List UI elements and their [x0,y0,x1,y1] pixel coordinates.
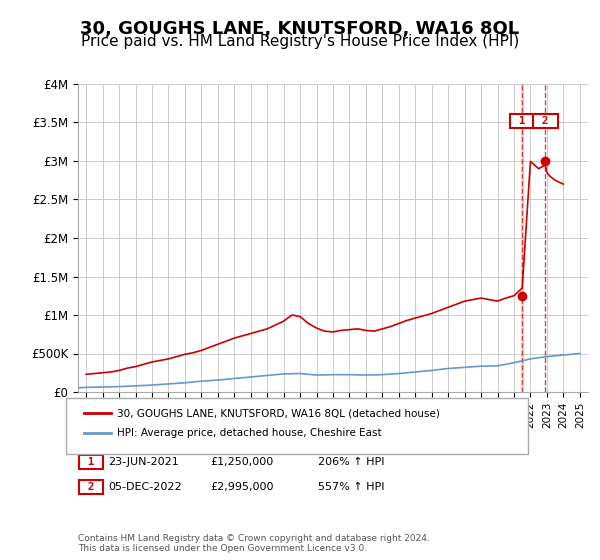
Text: £1,250,000: £1,250,000 [210,457,273,467]
Text: 23-JUN-2021: 23-JUN-2021 [108,457,179,467]
Text: 30, GOUGHS LANE, KNUTSFORD, WA16 8QL (detached house): 30, GOUGHS LANE, KNUTSFORD, WA16 8QL (de… [117,408,440,418]
Bar [544,84,550,392]
Text: £2,995,000: £2,995,000 [210,482,274,492]
Text: 2: 2 [535,116,556,126]
Text: 557% ↑ HPI: 557% ↑ HPI [318,482,385,492]
Bar [521,84,523,392]
Text: 30, GOUGHS LANE, KNUTSFORD, WA16 8QL: 30, GOUGHS LANE, KNUTSFORD, WA16 8QL [80,20,520,38]
Text: 1: 1 [81,457,101,467]
Text: 206% ↑ HPI: 206% ↑ HPI [318,457,385,467]
Text: HPI: Average price, detached house, Cheshire East: HPI: Average price, detached house, Ches… [117,428,382,438]
Text: Contains HM Land Registry data © Crown copyright and database right 2024.
This d: Contains HM Land Registry data © Crown c… [78,534,430,553]
Text: 05-DEC-2022: 05-DEC-2022 [108,482,182,492]
Text: 1: 1 [512,116,532,126]
Text: 2: 2 [81,482,101,492]
Text: Price paid vs. HM Land Registry's House Price Index (HPI): Price paid vs. HM Land Registry's House … [81,34,519,49]
